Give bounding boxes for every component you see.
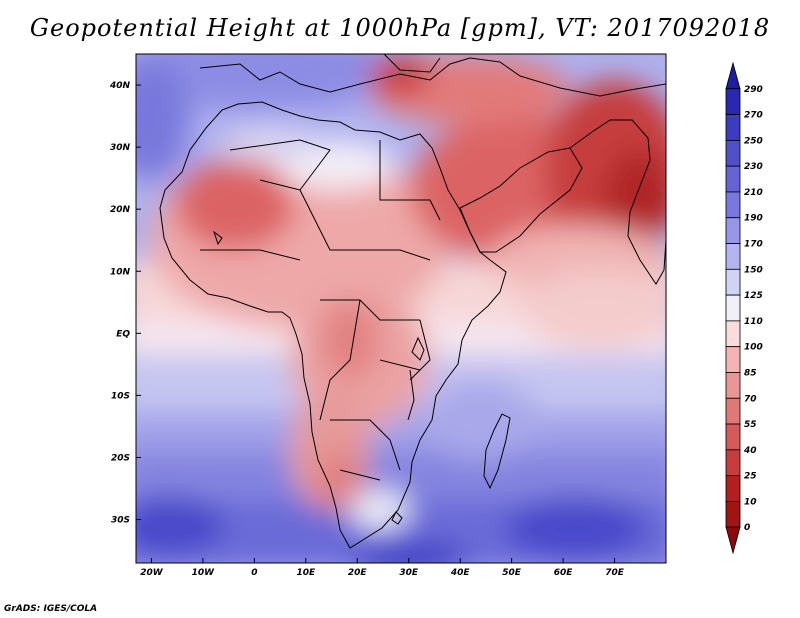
lat-tick-label: 10S [111, 391, 130, 401]
colorbar-label: 70 [744, 394, 757, 404]
lon-tick-label: 70E [605, 568, 625, 578]
colorbar-swatch [725, 449, 741, 477]
colorbar-swatch [725, 423, 741, 451]
lat-tick-label: 10N [110, 267, 131, 277]
height-field [136, 54, 666, 563]
lon-tick-label: 50E [502, 568, 522, 578]
colorbar-label: 270 [744, 111, 763, 121]
plot-frame [135, 53, 667, 564]
colorbar-label: 125 [744, 291, 763, 301]
colorbar-swatch [725, 139, 741, 167]
colorbar-label: 150 [744, 265, 763, 275]
colorbar-label: 85 [744, 368, 757, 378]
colorbar-swatch [725, 346, 741, 373]
colorbar-label: 100 [744, 343, 763, 353]
colorbar-swatch [725, 268, 741, 296]
colorbar-swatch [725, 114, 741, 141]
colorbar-label: 110 [744, 317, 763, 327]
colorbar-swatch [725, 372, 741, 399]
colorbar-cap-top [725, 61, 741, 90]
lat-tick-label: 40N [109, 81, 131, 91]
colorbar-label: 250 [744, 136, 763, 146]
colorbar-label: 190 [744, 214, 763, 224]
colorbar-swatch [725, 191, 741, 219]
colorbar-label: 170 [744, 240, 763, 250]
lat-tick-label: EQ [116, 329, 130, 339]
colorbar-swatch [725, 475, 741, 502]
latitude-axis: 40N 30N 20N 10N EQ 10S 20S 30S [109, 81, 141, 526]
lon-tick-label: 60E [554, 568, 574, 578]
colorbar-label: 10 [744, 497, 757, 507]
colorbar-swatch [725, 243, 741, 270]
colorbar-swatch [725, 320, 741, 348]
lon-tick-label: 40E [450, 568, 471, 578]
colorbar-swatch [725, 165, 741, 193]
colorbar: 2902702502302101901701501251101008570554… [725, 61, 763, 555]
lat-tick-label: 20N [110, 205, 131, 215]
chart-title: Geopotential Height at 1000hPa [gpm], VT… [29, 14, 771, 42]
colorbar-label: 40 [743, 446, 757, 456]
colorbar-label: 0 [744, 523, 750, 533]
colorbar-swatch [725, 88, 741, 115]
colorbar-swatch [725, 397, 741, 425]
lon-tick-label: 10E [296, 568, 316, 578]
lon-tick-label: 30E [399, 568, 419, 578]
grads-credit: GrADS: IGES/COLA [4, 604, 98, 614]
colorbar-label: 25 [744, 472, 757, 482]
colorbar-cap-bottom [725, 526, 741, 555]
lon-tick-label: 20E [348, 568, 368, 578]
colorbar-swatch [725, 217, 741, 244]
lat-tick-label: 30S [111, 516, 130, 526]
longitude-axis: 20W 10W 0 10E 20E 30E 40E 50E 60E 70E [140, 558, 625, 578]
lat-tick-label: 20S [111, 453, 130, 463]
lat-tick-label: 30N [110, 143, 131, 153]
lon-tick-label: 10W [192, 568, 216, 578]
coastlines [159, 54, 666, 549]
lon-tick-label: 20W [140, 568, 164, 578]
colorbar-swatch [725, 294, 741, 322]
colorbar-label: 290 [744, 85, 763, 95]
colorbar-label: 210 [744, 188, 763, 198]
colorbar-label: 230 [744, 162, 763, 172]
lon-tick-label: 0 [251, 568, 257, 578]
colorbar-swatch [725, 501, 741, 528]
colorbar-label: 55 [744, 420, 757, 430]
